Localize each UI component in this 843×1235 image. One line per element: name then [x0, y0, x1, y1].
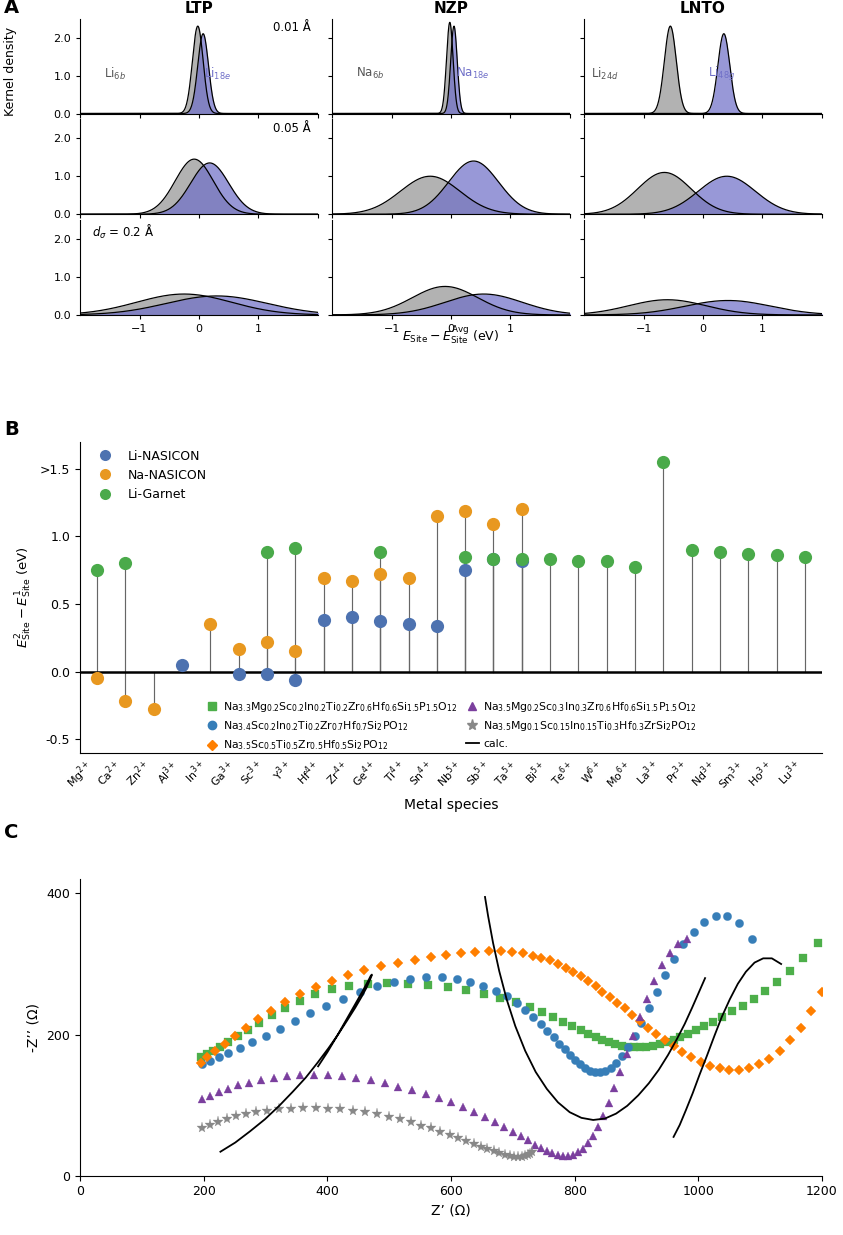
Title: NZP: NZP	[433, 1, 469, 16]
X-axis label: Z’ (Ω): Z’ (Ω)	[431, 1204, 471, 1218]
Text: Li$_{24d}$: Li$_{24d}$	[591, 65, 619, 82]
Text: $E_{\mathrm{Site}} - E_{\mathrm{Site}}^{\mathrm{Avg}}$ (eV): $E_{\mathrm{Site}} - E_{\mathrm{Site}}^{…	[402, 325, 500, 347]
Text: 0.05 Å: 0.05 Å	[273, 122, 311, 135]
Text: A: A	[4, 0, 19, 17]
Text: 0.01 Å: 0.01 Å	[273, 21, 311, 35]
Text: Na$_{6b}$: Na$_{6b}$	[356, 67, 384, 82]
Text: C: C	[4, 824, 19, 842]
Y-axis label: -Z’’ (Ω): -Z’’ (Ω)	[27, 1003, 41, 1052]
Text: Kernel density: Kernel density	[4, 27, 17, 116]
Text: B: B	[4, 420, 19, 438]
Title: LNTO: LNTO	[680, 1, 726, 16]
Text: Na$_{18e}$: Na$_{18e}$	[456, 67, 489, 82]
Text: Li$_{6b}$: Li$_{6b}$	[104, 65, 126, 82]
Legend: Na$_{3.3}$Mg$_{0.2}$Sc$_{0.2}$In$_{0.2}$Ti$_{0.2}$Zr$_{0.6}$Hf$_{0.6}$Si$_{1.5}$: Na$_{3.3}$Mg$_{0.2}$Sc$_{0.2}$In$_{0.2}$…	[201, 695, 701, 757]
Text: Li$_{18e}$: Li$_{18e}$	[204, 65, 231, 82]
Y-axis label: $E^2_{\mathrm{Site}} - E^1_{\mathrm{Site}}$ (eV): $E^2_{\mathrm{Site}} - E^1_{\mathrm{Site…	[14, 546, 35, 648]
Text: Li$_{48g}$: Li$_{48g}$	[708, 64, 735, 83]
X-axis label: Metal species: Metal species	[404, 798, 498, 811]
Title: LTP: LTP	[185, 1, 213, 16]
Legend: Li-NASICON, Na-NASICON, Li-Garnet: Li-NASICON, Na-NASICON, Li-Garnet	[88, 445, 212, 506]
Text: $d_{\sigma}$ = 0.2 Å: $d_{\sigma}$ = 0.2 Å	[92, 222, 154, 241]
